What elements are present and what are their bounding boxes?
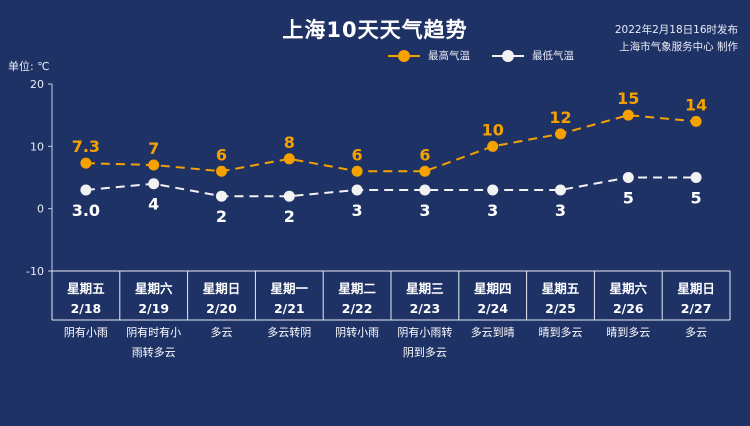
data-label-high: 8 — [284, 133, 295, 152]
data-label-high: 6 — [419, 145, 430, 164]
weather-label: 阴有小雨转 — [397, 325, 452, 339]
data-label-high: 10 — [482, 120, 504, 139]
data-point-low — [283, 190, 295, 202]
x-weekday-label: 星期四 — [474, 281, 512, 296]
data-label-low: 3 — [352, 201, 363, 220]
publish-time: 2022年2月18日16时发布 — [614, 24, 738, 36]
legend: 最高气温 最低气温 — [388, 48, 574, 63]
legend-label-high: 最高气温 — [428, 50, 470, 62]
publish-info: 2022年2月18日16时发布 上海市气象服务中心 制作 — [615, 22, 738, 56]
y-tick-label: -10 — [26, 265, 44, 278]
legend-swatch-high — [388, 49, 420, 62]
legend-item-low[interactable]: 最低气温 — [492, 48, 574, 63]
x-date-label: 2/22 — [342, 301, 373, 316]
data-label-high: 14 — [685, 95, 707, 114]
data-label-high: 7.3 — [72, 137, 100, 156]
data-point-low — [419, 184, 431, 196]
data-point-high — [555, 128, 566, 140]
data-point-low — [487, 184, 499, 196]
x-date-label: 2/24 — [477, 301, 508, 316]
data-point-high — [80, 157, 92, 169]
weather-label: 多云转阴 — [267, 325, 311, 339]
x-date-label: 2/21 — [274, 301, 305, 316]
unit-label: 单位: ℃ — [8, 60, 50, 73]
data-label-low: 4 — [148, 195, 159, 214]
x-weekday-label: 星期一 — [271, 281, 309, 296]
x-weekday-label: 星期三 — [406, 281, 444, 296]
weather-label: 多云到晴 — [471, 325, 515, 339]
legend-label-low: 最低气温 — [532, 50, 574, 62]
x-date-label: 2/19 — [138, 301, 169, 316]
x-weekday-label: 星期五 — [67, 281, 105, 296]
data-point-high — [351, 165, 363, 177]
x-weekday-label: 星期日 — [677, 281, 715, 296]
weather-label: 阴有时有小 — [126, 325, 181, 339]
legend-swatch-low — [492, 49, 524, 62]
data-point-low — [690, 172, 702, 183]
data-label-low: 3 — [555, 201, 566, 220]
data-label-low: 2 — [216, 207, 227, 226]
data-point-high — [216, 165, 227, 177]
data-label-low: 2 — [284, 207, 295, 226]
data-label-low: 5 — [623, 189, 634, 208]
x-weekday-label: 星期六 — [135, 281, 173, 296]
legend-item-high[interactable]: 最高气温 — [388, 48, 470, 63]
data-point-low — [148, 178, 160, 190]
series-line-high — [85, 114, 697, 173]
data-label-high: 6 — [352, 145, 363, 164]
x-date-label: 2/18 — [71, 301, 102, 316]
weather-label: 多云 — [211, 325, 233, 339]
weather-label: 雨转多云 — [132, 345, 176, 359]
x-weekday-label: 星期六 — [610, 281, 648, 296]
data-label-low: 3.0 — [72, 201, 100, 220]
x-weekday-label: 星期五 — [542, 281, 580, 296]
y-tick-label: 20 — [30, 78, 44, 91]
x-weekday-label: 星期日 — [203, 281, 241, 296]
y-tick-label: 0 — [37, 203, 44, 216]
data-label-high: 6 — [216, 145, 227, 164]
x-date-label: 2/25 — [545, 301, 576, 316]
data-point-high — [622, 109, 634, 121]
data-label-low: 3 — [487, 201, 498, 220]
data-point-low — [555, 184, 566, 196]
data-label-low: 5 — [691, 189, 702, 208]
data-point-high — [419, 165, 431, 177]
x-date-label: 2/27 — [681, 301, 712, 316]
data-point-low — [622, 172, 634, 183]
series-line-low — [85, 176, 697, 198]
data-point-high — [690, 115, 702, 127]
x-date-label: 2/26 — [613, 301, 644, 316]
chart-title: 上海10天天气趋势 — [282, 18, 468, 42]
weather-label: 阴有小雨 — [64, 325, 108, 339]
x-date-label: 2/23 — [410, 301, 441, 316]
weather-label: 多云 — [685, 325, 707, 339]
x-date-label: 2/20 — [206, 301, 237, 316]
data-label-high: 15 — [617, 89, 639, 108]
data-point-low — [216, 190, 227, 202]
data-point-high — [283, 153, 295, 165]
data-point-low — [351, 184, 363, 196]
weather-label: 晴到多云 — [606, 325, 650, 339]
producer: 上海市气象服务中心 制作 — [619, 41, 738, 53]
data-label-low: 3 — [419, 201, 430, 220]
data-point-low — [80, 184, 92, 196]
weather-label: 晴到多云 — [539, 325, 583, 339]
data-point-high — [487, 140, 499, 152]
y-tick-label: 10 — [30, 140, 44, 153]
data-label-high: 7 — [148, 139, 159, 158]
x-weekday-label: 星期二 — [338, 281, 376, 296]
data-point-high — [148, 159, 160, 171]
weather-label: 阴转小雨 — [335, 325, 379, 339]
weather-label: 阴到多云 — [403, 345, 447, 359]
data-label-high: 12 — [549, 108, 571, 127]
